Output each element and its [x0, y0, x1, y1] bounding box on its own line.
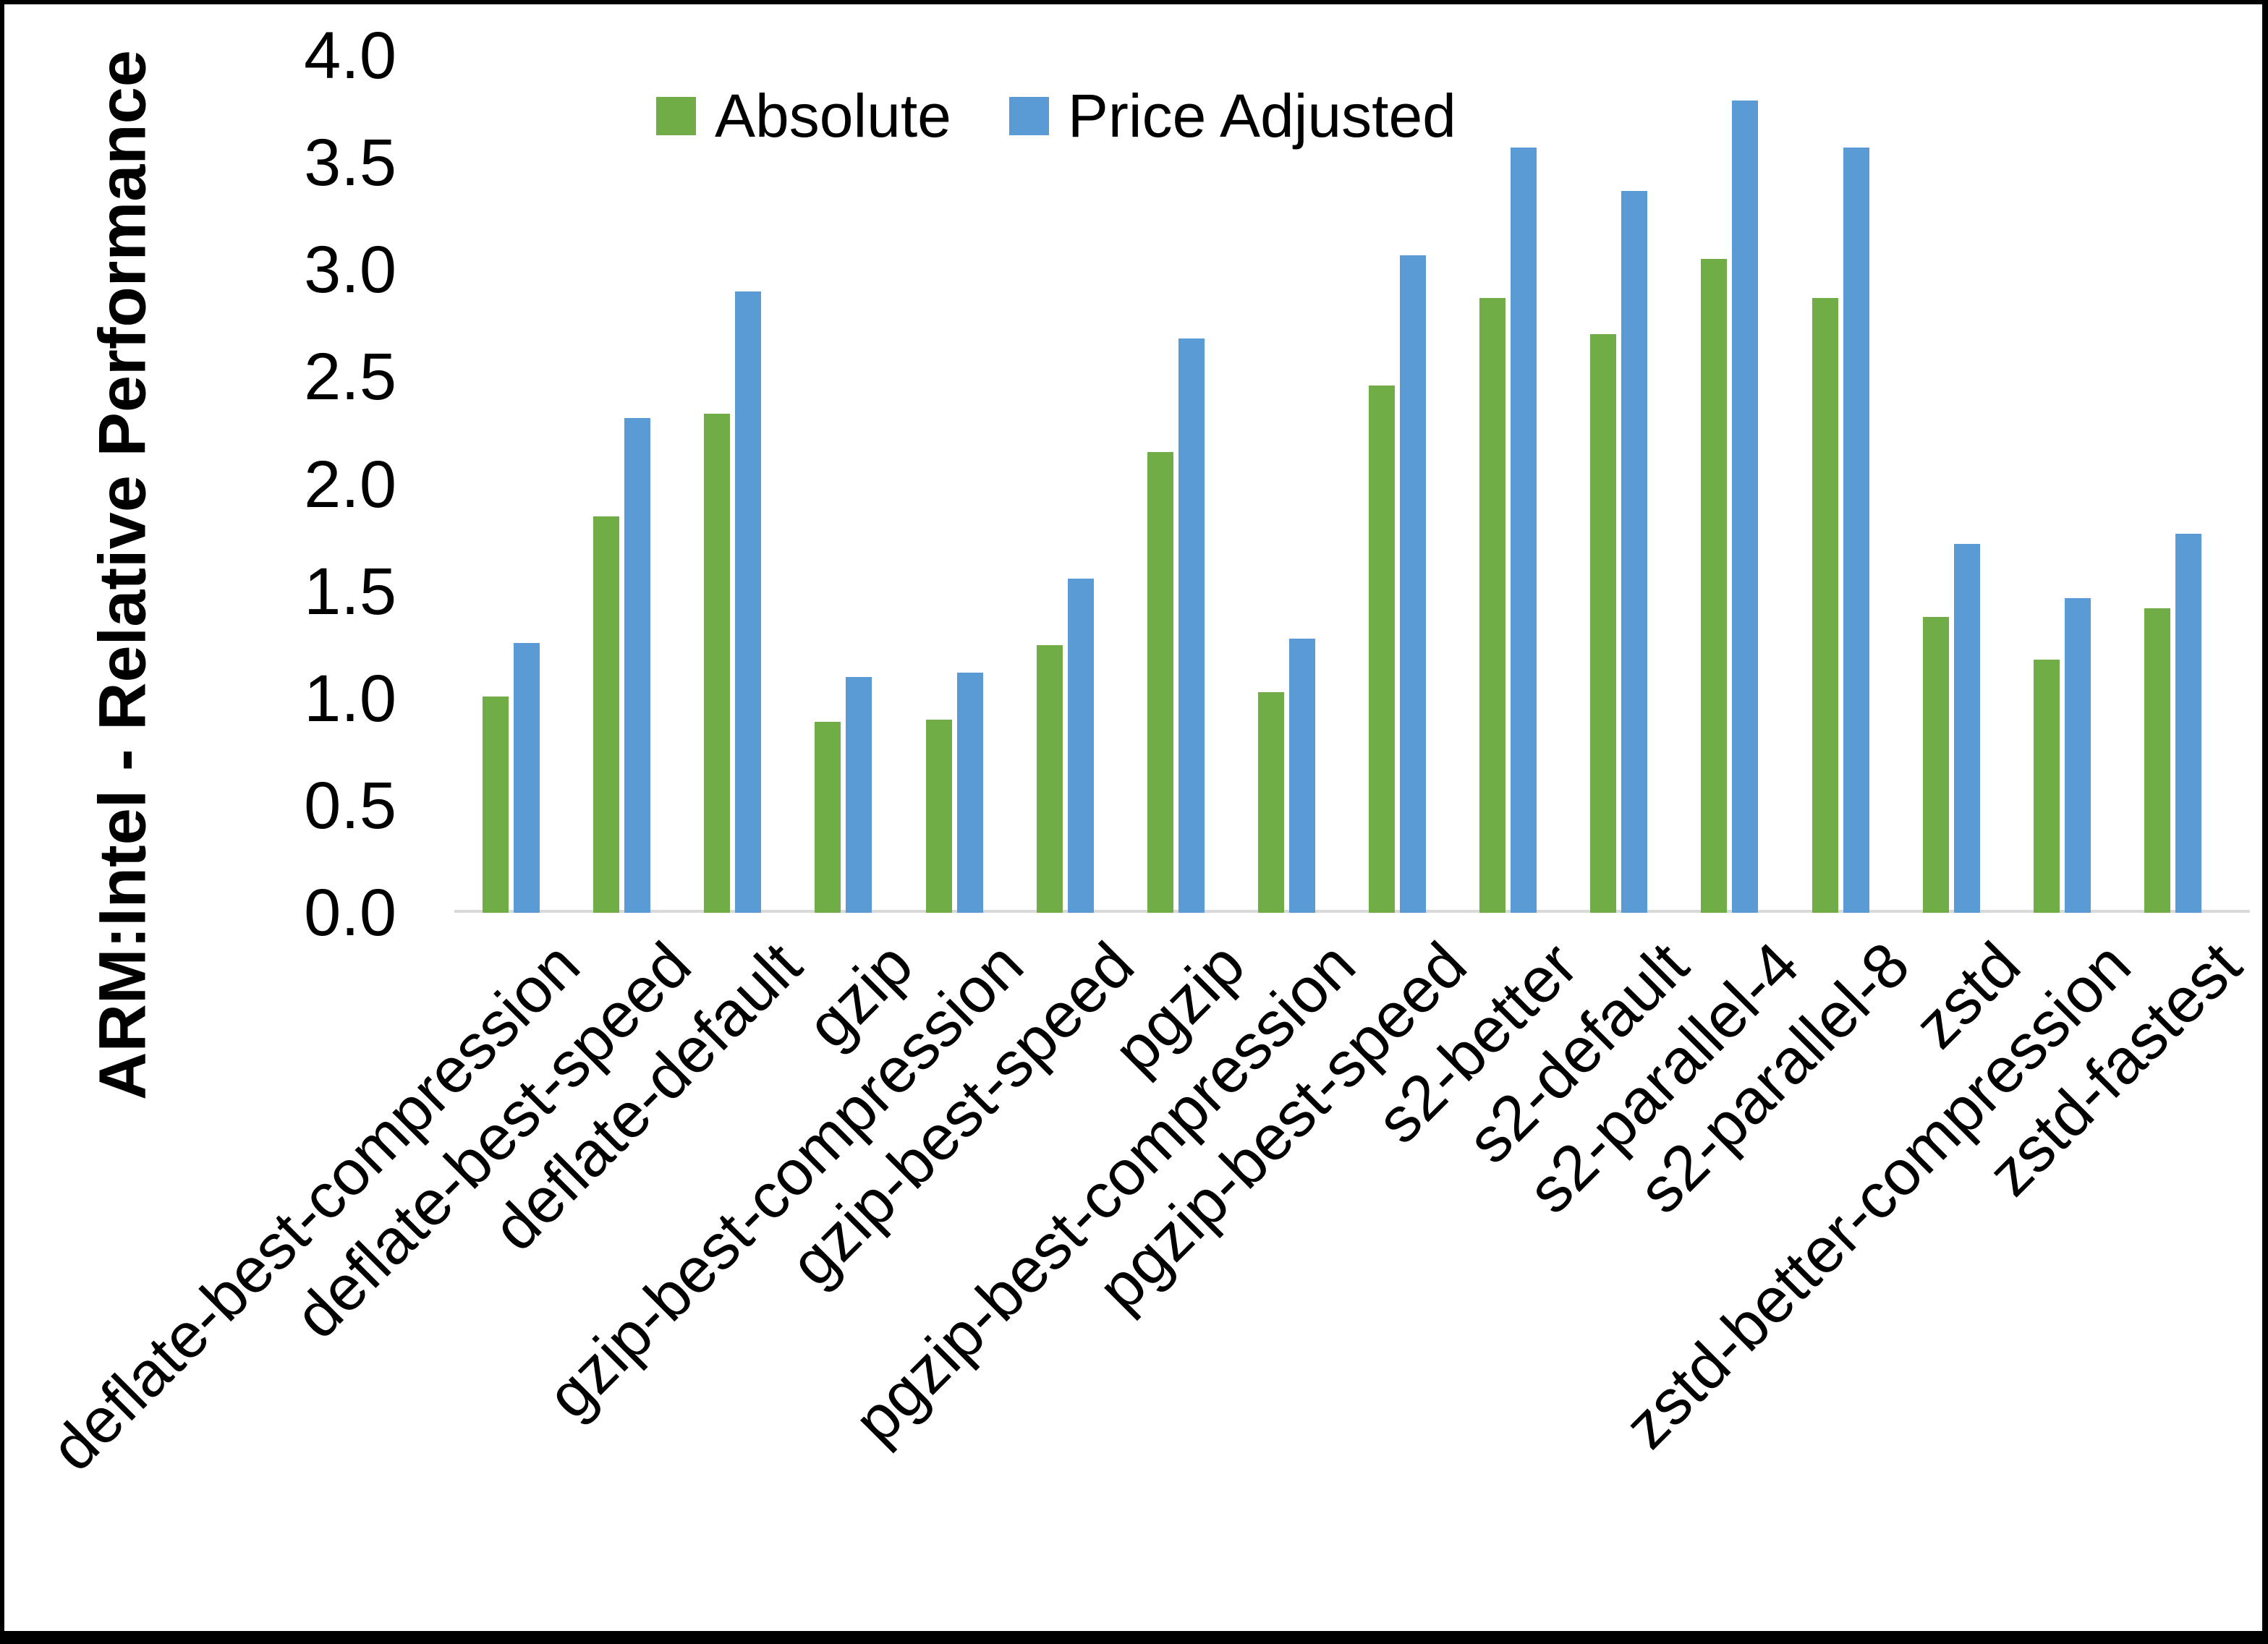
y-tick-label: 3.0 [304, 233, 396, 307]
y-tick-label: 1.0 [304, 661, 396, 736]
bar-price-adjusted [2175, 534, 2201, 913]
y-tick-label: 0.0 [304, 876, 396, 950]
y-tick-label: 2.5 [304, 340, 396, 414]
bar-price-adjusted [1289, 639, 1315, 913]
bar-absolute [1590, 334, 1616, 913]
bar-absolute [815, 722, 841, 913]
y-tick-label: 0.5 [304, 768, 396, 843]
bar-price-adjusted [1621, 191, 1647, 913]
frame-border-bottom [0, 1631, 2268, 1644]
bar-price-adjusted [514, 643, 540, 913]
bar-absolute [1701, 259, 1727, 913]
y-tick-label: 2.0 [304, 447, 396, 521]
legend: Absolute Price Adjusted [656, 80, 1456, 152]
y-tick-label: 1.5 [304, 554, 396, 629]
legend-label-price-adjusted: Price Adjusted [1067, 82, 1456, 150]
bar-price-adjusted [1178, 338, 1205, 913]
bar-price-adjusted [1732, 101, 1758, 913]
bar-absolute [1479, 298, 1505, 913]
bar-price-adjusted [1843, 148, 1869, 913]
bar-absolute [483, 697, 509, 913]
x-axis-baseline [454, 910, 2250, 913]
bar-price-adjusted [957, 673, 983, 913]
bar-absolute [2034, 660, 2060, 913]
price-adjusted-series-swatch-icon [1008, 96, 1049, 135]
y-tick-label: 4.0 [304, 19, 396, 93]
bar-price-adjusted [624, 418, 650, 913]
bar-price-adjusted [1511, 148, 1537, 913]
bar-price-adjusted [1954, 544, 1980, 913]
bar-absolute [926, 720, 952, 913]
bar-absolute [1812, 298, 1838, 913]
frame-border-top [0, 0, 2268, 4]
bar-price-adjusted [1400, 255, 1426, 913]
bar-absolute [1369, 386, 1395, 913]
absolute-series-swatch-icon [656, 96, 696, 135]
bar-price-adjusted [1068, 579, 1094, 913]
frame-border-left [0, 0, 4, 1644]
frame-border-right [2262, 0, 2268, 1644]
bar-absolute [1923, 617, 1949, 913]
bar-price-adjusted [846, 677, 872, 913]
bar-price-adjusted [2065, 598, 2091, 913]
bar-price-adjusted [735, 291, 761, 913]
legend-item-price-adjusted: Price Adjusted [1008, 80, 1456, 152]
bar-absolute [1147, 452, 1173, 913]
bar-absolute [1258, 692, 1284, 913]
legend-item-absolute: Absolute [656, 80, 951, 152]
bar-absolute [704, 414, 730, 913]
y-tick-label: 3.5 [304, 126, 396, 200]
legend-label-absolute: Absolute [715, 82, 951, 150]
bar-absolute [593, 516, 619, 913]
bar-absolute [1037, 645, 1063, 913]
bar-absolute [2144, 608, 2170, 913]
